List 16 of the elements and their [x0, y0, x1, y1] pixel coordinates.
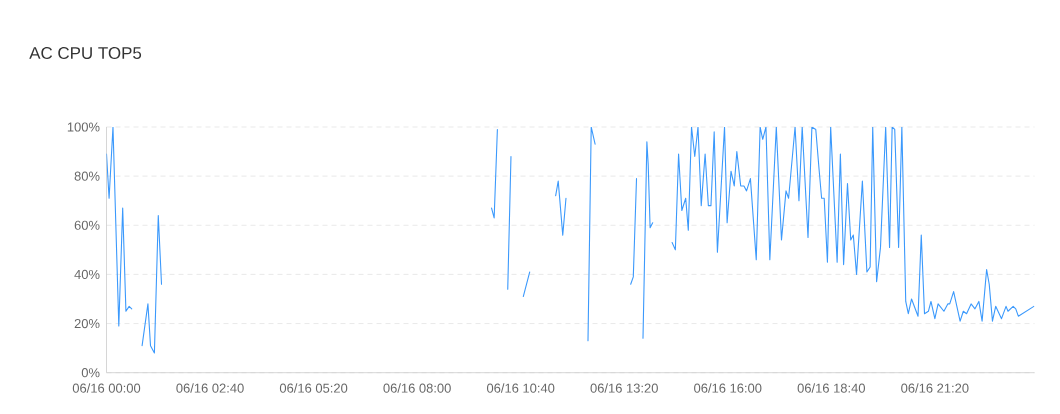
x-tick-label: 06/16 21:20: [901, 383, 969, 393]
x-tick-label: 06/16 16:00: [694, 383, 762, 393]
x-tick-label: 06/16 10:40: [486, 383, 555, 393]
y-tick-label: 20%: [74, 318, 100, 329]
y-tick-label: 40%: [74, 269, 100, 279]
x-tick-label: 06/16 08:00: [383, 383, 451, 393]
y-tick-label: 80%: [74, 171, 100, 181]
x-tick-label: 06/16 00:00: [72, 383, 141, 393]
x-tick-label: 06/16 05:20: [279, 383, 348, 393]
y-tick-label: 0%: [81, 368, 100, 378]
y-tick-label: 100%: [67, 122, 100, 132]
x-tick-label: 06/16 13:20: [590, 383, 658, 393]
chart-title: AC CPU TOP5: [29, 47, 142, 59]
x-tick-label: 06/16 18:40: [797, 383, 865, 393]
y-tick-label: 60%: [74, 220, 100, 230]
x-tick-label: 06/16 02:40: [176, 383, 244, 393]
